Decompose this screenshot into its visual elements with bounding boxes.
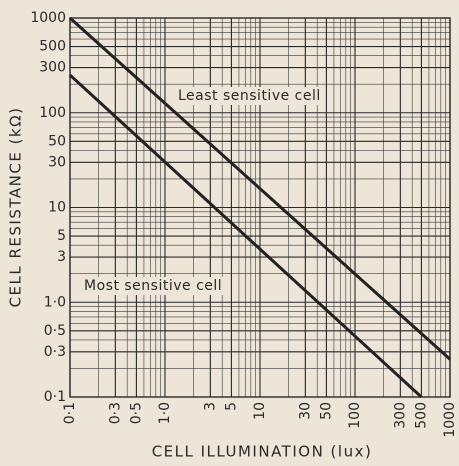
y-tick-label: 0·5 <box>44 323 66 339</box>
y-tick-label: 3 <box>57 249 66 265</box>
series-label-bg <box>175 87 324 105</box>
series-line <box>68 16 452 361</box>
x-tick-label: 50 <box>318 402 334 420</box>
y-tick-label: 5 <box>57 228 66 244</box>
x-tick-label: 1·0 <box>157 402 173 424</box>
x-tick-label: 3 <box>202 402 218 411</box>
y-tick-label: 500 <box>39 39 66 55</box>
y-tick-label: 0·1 <box>44 389 66 405</box>
y-tick-label: 0·3 <box>44 344 66 360</box>
y-tick-label: 1·0 <box>44 294 66 310</box>
series-line <box>68 73 423 399</box>
y-axis-label: CELL RESISTANCE (kΩ) <box>7 107 25 308</box>
x-tick-label: 30 <box>297 402 313 420</box>
x-tick-label: 0·5 <box>128 402 144 424</box>
x-axis-label: CELL ILLUMINATION (lux) <box>152 443 373 461</box>
y-tick-label: 100 <box>39 105 66 121</box>
y-tick-label: 50 <box>48 133 66 149</box>
x-tick-label: 300 <box>392 402 408 429</box>
x-tick-label: 1000 <box>442 402 458 438</box>
x-tick-label: 10 <box>252 402 268 420</box>
series-label: Least sensitive cell <box>178 88 321 104</box>
series-label: Most sensitive cell <box>84 278 222 294</box>
x-tick-label: 100 <box>347 402 363 429</box>
x-tick-label: 500 <box>413 402 429 429</box>
x-tick-label: 5 <box>223 402 239 411</box>
x-tick-label: 0·3 <box>107 402 123 424</box>
y-tick-label: 10 <box>48 200 66 216</box>
y-tick-label: 1000 <box>30 10 66 26</box>
y-tick-label: 300 <box>39 60 66 76</box>
x-tick-label: 0·1 <box>62 402 78 424</box>
y-tick-label: 30 <box>48 154 66 170</box>
plot-frame <box>69 17 451 398</box>
series-label-bg <box>81 277 226 295</box>
